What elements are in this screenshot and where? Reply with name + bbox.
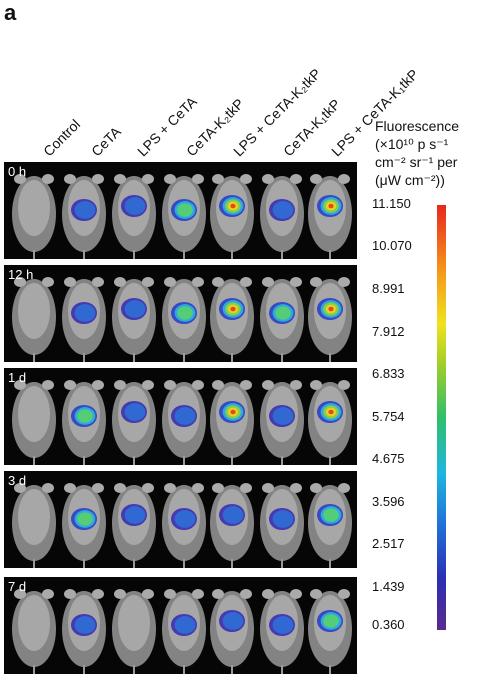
scale-tick: 5.754 <box>372 409 405 424</box>
scale-tick: 2.517 <box>372 536 405 551</box>
image-row-1d: 1 d <box>4 368 357 465</box>
legend-line-1: Fluorescence <box>375 118 460 134</box>
scale-tick: 7.912 <box>372 324 405 339</box>
color-scale-bar <box>437 205 446 630</box>
column-label-control: Control <box>40 116 84 160</box>
mouse-images <box>12 277 352 362</box>
scale-tick: 3.596 <box>372 494 405 509</box>
row-label: 7 d <box>8 579 27 594</box>
legend-line-3: cm⁻² sr⁻¹ per <box>375 154 458 170</box>
row-label: 3 d <box>8 473 27 488</box>
scale-tick: 1.439 <box>372 579 405 594</box>
scale-tick: 11.150 <box>372 196 411 211</box>
legend-title: Fluorescence (×10¹⁰ p s⁻¹ cm⁻² sr⁻¹ per … <box>375 117 459 189</box>
scale-tick: 8.991 <box>372 281 405 296</box>
image-row-12h: 12 h <box>4 265 357 362</box>
image-row-7d: 7 d <box>4 577 357 674</box>
image-row-3d: 3 d <box>4 471 357 568</box>
mouse-images <box>12 174 352 259</box>
mouse-images <box>12 483 352 568</box>
mouse-images <box>12 380 352 465</box>
scale-tick: 0.360 <box>372 617 405 632</box>
legend-line-4: (μW cm⁻²)) <box>375 172 445 188</box>
column-label-lps-ceta-k2tkp: LPS + CeTA-K₂tkP <box>230 65 324 160</box>
panel-letter: a <box>4 0 17 25</box>
row-label: 12 h <box>8 267 34 282</box>
row-label: 1 d <box>8 370 27 385</box>
scale-tick: 4.675 <box>372 451 405 466</box>
scale-tick: 6.833 <box>372 366 405 381</box>
column-label-ceta: CeTA <box>88 123 124 160</box>
image-row-0h: 0 h <box>4 162 357 259</box>
row-label: 0 h <box>8 164 27 179</box>
legend-line-2: (×10¹⁰ p s⁻¹ <box>375 136 449 152</box>
mouse-images <box>12 589 352 674</box>
scale-tick: 10.070 <box>372 238 412 253</box>
